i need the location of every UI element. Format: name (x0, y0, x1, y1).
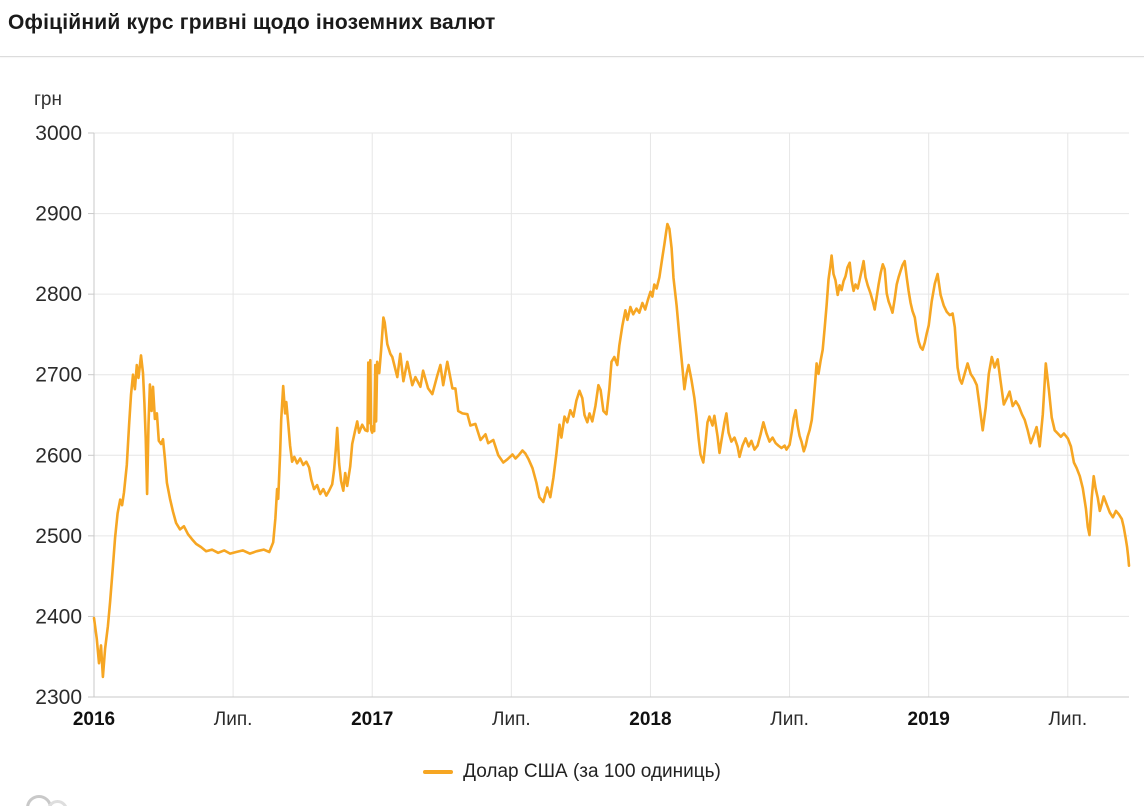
y-tick-label: 3000 (35, 122, 82, 145)
y-tick-label: 2800 (35, 283, 82, 306)
y-tick-label: 2900 (35, 203, 82, 226)
x-tick-label: Лип. (492, 709, 531, 730)
watermark-logo (26, 792, 88, 806)
x-tick-label: Лип. (1048, 709, 1087, 730)
y-tick-label: 2500 (35, 525, 82, 548)
legend-item-usd[interactable]: Долар США (за 100 одиниць) (0, 761, 1144, 783)
page-title: Офіційний курс гривні щодо іноземних вал… (8, 11, 496, 34)
series-line-usd (92, 222, 1131, 679)
chart-svg: 2300 2400 2500 2600 2700 2800 2900 3000 2016 Лип.… (35, 122, 1131, 730)
x-tick-label: 2019 (908, 709, 950, 730)
x-tick-label: 2016 (73, 709, 115, 730)
header-divider (0, 56, 1144, 57)
x-tick-label: Лип. (770, 709, 809, 730)
y-tick-label: 2600 (35, 444, 82, 467)
y-axis-unit-label: грн (34, 89, 62, 110)
legend-line-swatch (423, 770, 454, 774)
x-tick-label: Лип. (214, 709, 253, 730)
x-tick-label: 2018 (629, 709, 671, 730)
y-tick-label: 2400 (35, 605, 82, 628)
y-tick-label: 2700 (35, 364, 82, 387)
y-tick-label: 2300 (35, 686, 82, 709)
x-tick-label: 2017 (351, 709, 393, 730)
legend-label: Долар США (за 100 одиниць) (463, 761, 721, 782)
